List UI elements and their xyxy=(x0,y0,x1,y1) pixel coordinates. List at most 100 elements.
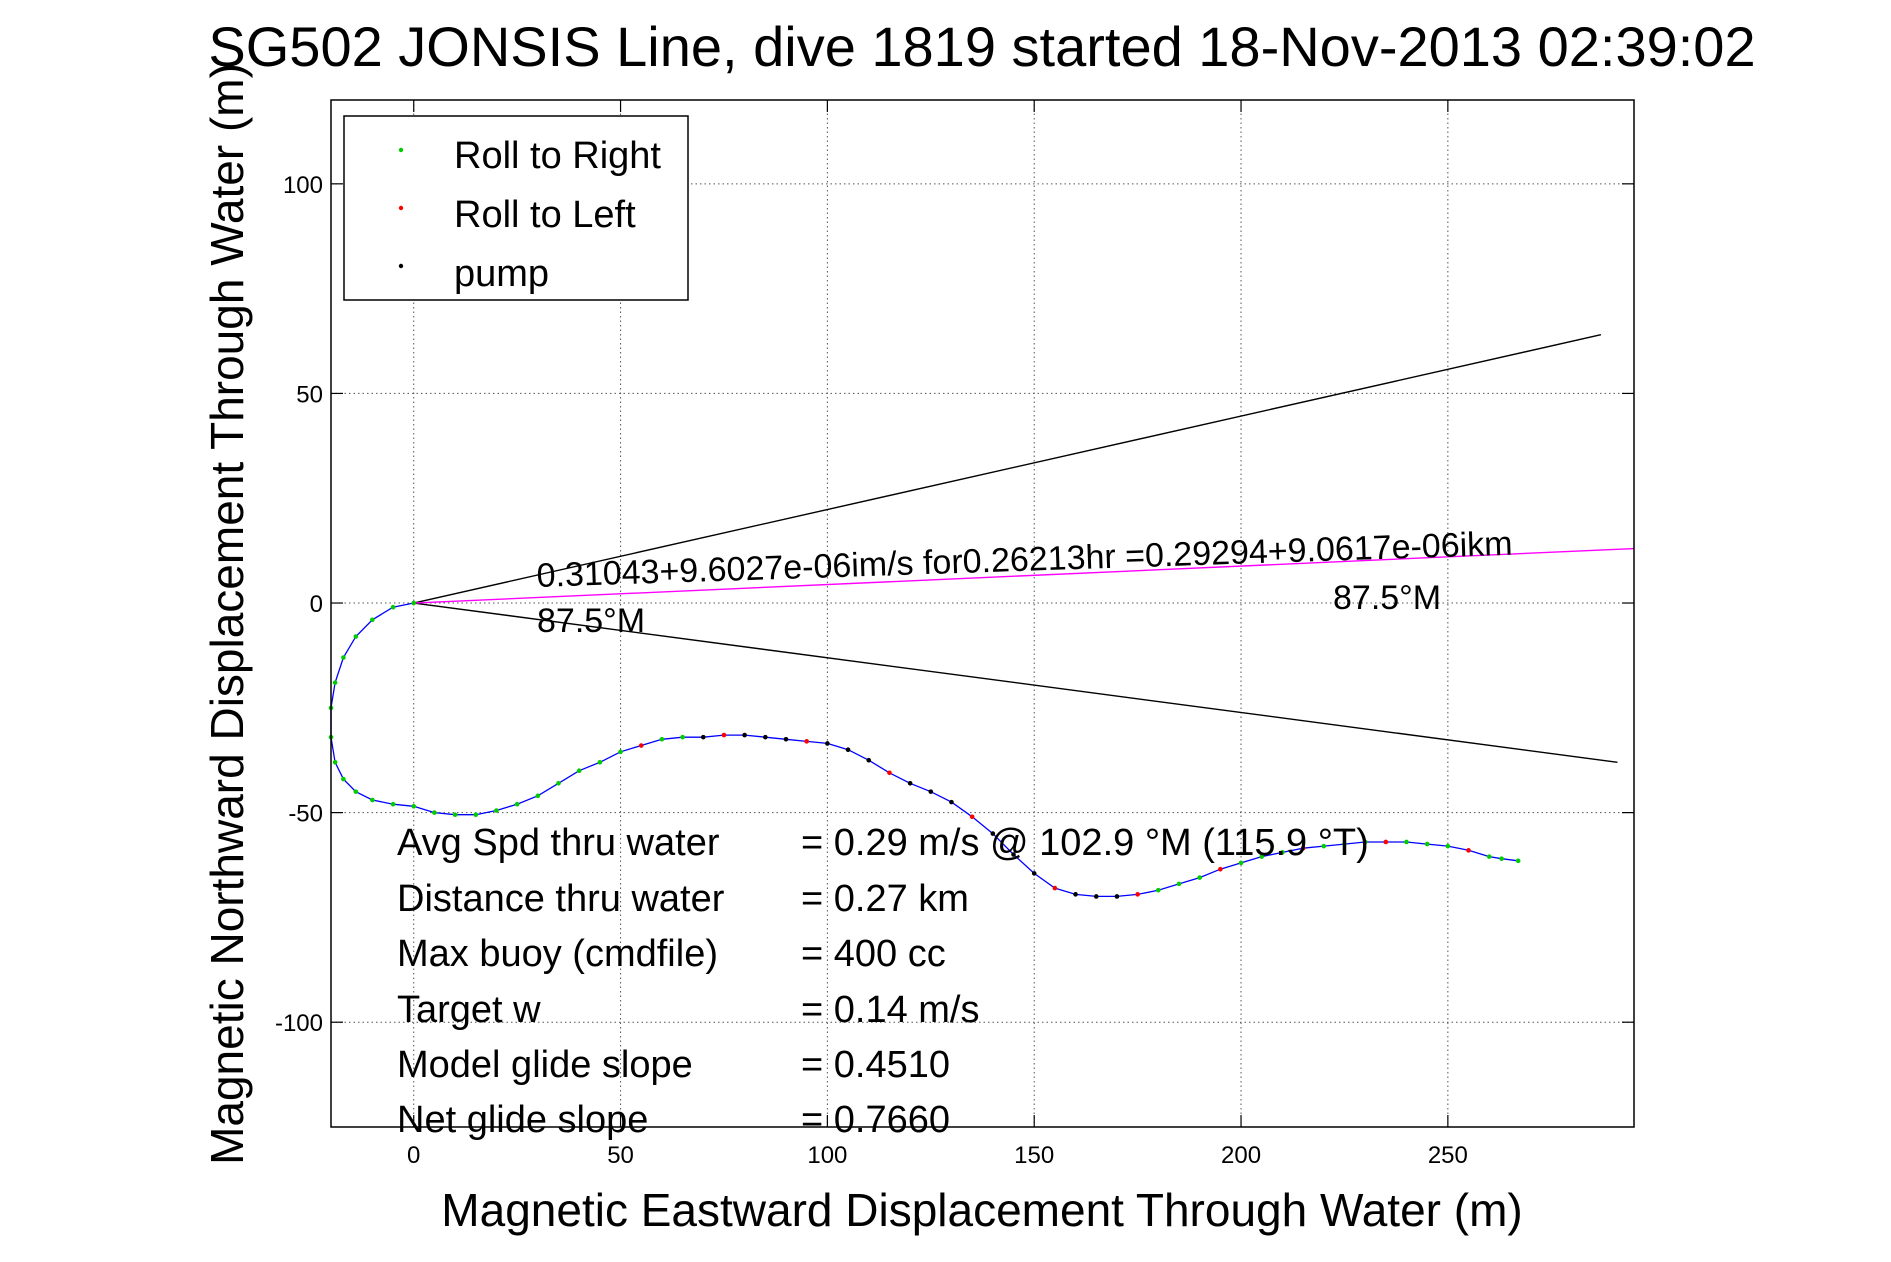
point-roll-left xyxy=(1466,848,1471,853)
point-roll-right xyxy=(341,655,346,660)
point-roll-left xyxy=(721,732,727,738)
stat-label: Net glide slope xyxy=(397,1099,648,1141)
point-pump xyxy=(990,831,996,836)
legend-label-roll-left: Roll to Left xyxy=(454,194,636,236)
point-roll-right xyxy=(452,812,458,818)
legend-marker-roll-right xyxy=(398,147,404,153)
stat-label: Distance thru water xyxy=(397,878,725,920)
point-roll-left xyxy=(638,743,644,748)
point-roll-right xyxy=(1445,843,1451,849)
stat-value: = 0.7660 xyxy=(801,1099,950,1141)
track-line xyxy=(330,602,1519,898)
point-pump xyxy=(866,757,872,763)
point-roll-left xyxy=(1052,885,1058,891)
point-roll-right xyxy=(1362,839,1368,845)
point-roll-right xyxy=(411,804,417,809)
point-roll-right xyxy=(1176,881,1182,887)
reference-lines xyxy=(413,334,1635,764)
point-roll-right xyxy=(341,776,346,782)
y-axis-label: Magnetic Northward Displacement Through … xyxy=(201,63,253,1165)
plot-frame xyxy=(330,99,1635,1128)
point-roll-right xyxy=(659,736,665,742)
point-roll-right xyxy=(411,600,417,606)
point-pump xyxy=(1114,894,1120,899)
stat-value: = 400 cc xyxy=(801,933,946,975)
point-roll-right xyxy=(597,760,603,765)
legend-label-roll-right: Roll to Right xyxy=(454,135,661,177)
wedge-line xyxy=(413,334,1602,604)
point-roll-right xyxy=(514,801,520,807)
y-tick-label: -50 xyxy=(288,801,323,828)
x-tick-label: 150 xyxy=(1014,1142,1054,1169)
legend-label-pump: pump xyxy=(454,253,549,295)
point-roll-right xyxy=(390,801,396,807)
point-roll-right xyxy=(473,812,479,818)
point-roll-right xyxy=(1197,875,1202,880)
y-tick-label: 50 xyxy=(296,381,323,408)
point-roll-right xyxy=(1342,841,1347,847)
wedge-line xyxy=(413,602,1618,764)
stat-value: = 0.14 m/s xyxy=(801,989,979,1031)
point-roll-right xyxy=(432,810,437,815)
stat-label: Max buoy (cmdfile) xyxy=(397,933,718,975)
point-pump xyxy=(763,734,768,740)
point-pump xyxy=(907,780,913,786)
point-pump xyxy=(700,734,706,740)
axis-ticks: 0 50 100 150 200 250 100 50 0 -50 -100 xyxy=(275,100,1634,1169)
x-tick-label: 0 xyxy=(407,1142,420,1169)
point-roll-right xyxy=(680,734,685,740)
point-roll-right xyxy=(332,680,338,685)
point-roll-left xyxy=(1135,892,1140,897)
stat-value: = 0.29 m/s @ 102.9 °M (115.9 °T) xyxy=(801,822,1369,864)
legend-marker-roll-left xyxy=(398,205,404,211)
point-roll-right xyxy=(370,617,375,623)
point-pump xyxy=(742,732,747,738)
point-roll-right xyxy=(332,760,338,765)
point-roll-left xyxy=(1218,866,1223,872)
stat-label: Model glide slope xyxy=(397,1044,693,1086)
point-pump xyxy=(783,736,789,742)
point-pump xyxy=(1073,892,1078,897)
point-pump xyxy=(845,747,851,753)
heading-right-annotation: 87.5°M xyxy=(1333,579,1441,617)
point-roll-right xyxy=(353,789,359,794)
stat-label: Target w xyxy=(397,989,541,1031)
x-tick-label: 100 xyxy=(807,1142,847,1169)
y-tick-label: -100 xyxy=(275,1010,323,1037)
point-pump xyxy=(1093,894,1099,899)
x-tick-label: 200 xyxy=(1221,1142,1261,1169)
point-pump xyxy=(1011,852,1016,857)
point-roll-left xyxy=(1300,845,1306,851)
point-roll-right xyxy=(370,797,375,803)
point-roll-right xyxy=(1238,860,1244,866)
y-tick-label: 0 xyxy=(310,591,323,618)
heading-left-annotation: 87.5°M xyxy=(537,602,645,640)
point-roll-right xyxy=(353,634,359,639)
point-roll-right xyxy=(390,604,396,610)
point-roll-right xyxy=(494,808,499,813)
track-series xyxy=(328,600,1521,899)
legend: Roll to Right Roll to Left pump xyxy=(343,115,689,301)
point-roll-right xyxy=(618,749,623,755)
legend-marker-pump xyxy=(398,263,404,269)
point-roll-right xyxy=(1156,887,1161,893)
point-roll-left xyxy=(887,770,892,776)
x-tick-label: 250 xyxy=(1428,1142,1468,1169)
point-roll-right xyxy=(1321,843,1327,849)
point-roll-right xyxy=(576,768,582,773)
point-roll-left xyxy=(969,814,975,820)
point-pump xyxy=(1031,871,1037,876)
chart-title: SG502 JONSIS Line, dive 1819 started 18-… xyxy=(208,15,1755,78)
point-pump xyxy=(928,789,934,794)
stats-block: Avg Spd thru water = 0.29 m/s @ 102.9 °M… xyxy=(397,822,1369,1141)
point-roll-right xyxy=(1404,839,1409,845)
point-roll-left xyxy=(1383,839,1389,845)
point-roll-right xyxy=(556,780,561,786)
point-roll-right xyxy=(1280,850,1285,855)
stat-value: = 0.4510 xyxy=(801,1044,950,1086)
y-tick-label: 100 xyxy=(283,172,323,199)
point-roll-right xyxy=(535,793,541,799)
heading-line xyxy=(413,547,1635,604)
point-roll-right xyxy=(1259,854,1265,859)
